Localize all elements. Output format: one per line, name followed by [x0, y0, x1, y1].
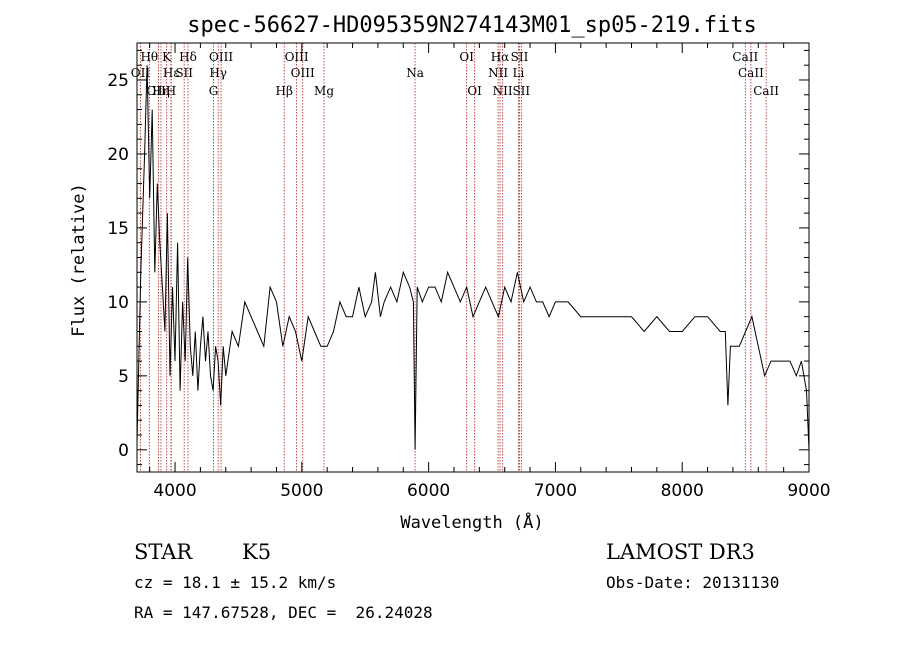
y-tick-label: 15	[107, 219, 129, 239]
spectral-line-label: OII	[131, 66, 151, 80]
spectral-line-label: Hβ	[276, 84, 293, 98]
x-tick-label: 9000	[787, 481, 830, 501]
redshift-info: cz = 18.1 ± 15.2 km/s	[134, 573, 337, 592]
spectral-line-label: Hη	[152, 84, 170, 98]
x-tick-label: 6000	[407, 481, 450, 501]
spectral-line-label: OI	[467, 84, 482, 98]
spectral-line-label: CaII	[753, 84, 779, 98]
spectral-line-label: CaII	[738, 66, 764, 80]
y-tick-label: 0	[118, 441, 129, 461]
spectral-line-label: SII	[512, 84, 530, 98]
y-tick-label: 10	[107, 293, 129, 313]
y-tick-label: 25	[107, 71, 129, 91]
spectral-line-label: G	[209, 84, 219, 98]
spectral-line-label: SII	[511, 50, 529, 64]
spectral-line-label: OI	[459, 50, 474, 64]
spectral-line-label: Mg	[314, 84, 334, 98]
spectral-line-label: Hα	[491, 50, 510, 64]
spectral-line-label: K	[162, 50, 172, 64]
spectral-line-label: OIII	[209, 50, 233, 64]
x-tick-label: 5000	[280, 481, 323, 501]
chart-title: spec-56627-HD095359N274143M01_sp05-219.f…	[187, 13, 757, 38]
spectral-line-label: Li	[512, 66, 524, 80]
spectral-line-label: CaII	[732, 50, 758, 64]
plot-frame	[136, 42, 810, 473]
y-tick-label: 20	[107, 145, 129, 165]
spectral-line-label: Hε	[163, 66, 180, 80]
object-class: STAR	[134, 540, 193, 564]
spectral-line-label: NII	[493, 84, 513, 98]
spectrum-series-line	[136, 65, 810, 450]
x-tick-label: 4000	[153, 481, 196, 501]
y-tick-label: 5	[118, 367, 129, 387]
coordinates-info: RA = 147.67528, DEC = 26.24028	[134, 603, 433, 622]
spectral-line-markers	[140, 43, 767, 472]
object-subclass: K5	[242, 540, 272, 564]
spectral-line-label: H	[166, 84, 176, 98]
spectral-line-label: Hγ	[209, 66, 227, 80]
spectral-line-label: Na	[406, 66, 424, 80]
spectral-line-label: NII	[488, 66, 508, 80]
spectral-line-label: Hθ	[140, 50, 158, 64]
observation-date: Obs-Date: 20131130	[606, 573, 780, 592]
survey-name: LAMOST DR3	[606, 540, 755, 564]
x-axis-label: Wavelength (Å)	[400, 511, 543, 533]
x-tick-label: 8000	[661, 481, 704, 501]
spectral-line-label: SII	[175, 66, 193, 80]
spectral-line-label: Hδ	[179, 50, 197, 64]
y-axis-label: Flux (relative)	[69, 183, 89, 337]
spectral-line-label: OIII	[285, 50, 309, 64]
axis-ticks: 4000 5000 6000 7000 8000 9000 0 5 10 15 20 25	[107, 43, 831, 501]
x-tick-label: 7000	[534, 481, 577, 501]
spectral-line-label: OIII	[291, 66, 315, 80]
spectral-line-label: OIII	[146, 84, 170, 98]
